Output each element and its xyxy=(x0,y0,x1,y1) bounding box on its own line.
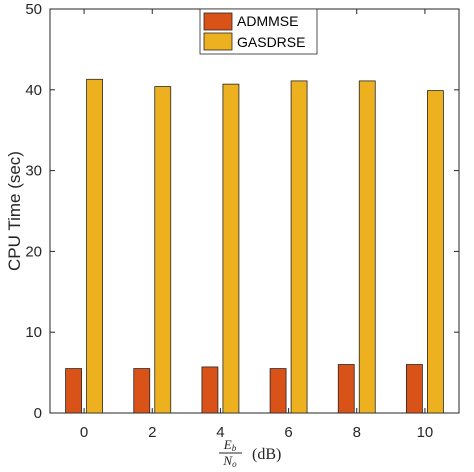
legend-label-admmse: ADMMSE xyxy=(237,13,298,29)
x-tick-label: 6 xyxy=(284,424,292,441)
x-axis: 0 2 4 6 8 10 xyxy=(80,9,433,441)
plot-area xyxy=(49,8,460,414)
x-axis-title: Eb No (dB) xyxy=(219,437,281,469)
x-label-unit: (dB) xyxy=(252,446,281,463)
bar-admmse-10 xyxy=(406,364,423,414)
y-tick-label: 0 xyxy=(34,405,42,422)
legend-swatch-admmse xyxy=(203,12,233,31)
y-tick-label: 50 xyxy=(25,1,42,18)
y-axis-title: CPU Time (sec) xyxy=(5,151,24,271)
x-tick-label: 10 xyxy=(417,424,434,441)
legend-swatch-gasdrse xyxy=(203,32,233,51)
bar-gasdrse-8 xyxy=(358,80,376,414)
bar-gasdrse-4 xyxy=(222,83,240,414)
bar-gasdrse-0 xyxy=(86,78,103,414)
x-label-denominator: No xyxy=(222,453,237,469)
y-axis: 0 10 20 30 40 50 xyxy=(25,1,459,422)
y-tick-label: 40 xyxy=(25,82,42,99)
x-tick-label: 0 xyxy=(80,424,88,441)
bar-admmse-6 xyxy=(269,368,287,414)
bars xyxy=(65,78,444,414)
y-tick-label: 20 xyxy=(25,243,42,260)
x-label-numerator: Eb xyxy=(223,437,237,453)
y-tick-label: 10 xyxy=(25,324,42,341)
legend-label-gasdrse: GASDRSE xyxy=(237,34,305,50)
bar-gasdrse-10 xyxy=(427,90,444,414)
bar-gasdrse-6 xyxy=(290,80,308,414)
bar-admmse-4 xyxy=(201,366,219,414)
x-tick-label: 4 xyxy=(216,424,224,441)
y-tick-label: 30 xyxy=(25,163,42,180)
bar-admmse-8 xyxy=(337,364,355,414)
bar-admmse-0 xyxy=(65,368,82,414)
bar-gasdrse-2 xyxy=(154,86,172,414)
x-tick-label: 8 xyxy=(353,424,361,441)
bar-admmse-2 xyxy=(133,368,151,414)
legend: ADMMSE GASDRSE xyxy=(199,8,318,55)
x-tick-label: 2 xyxy=(148,424,156,441)
